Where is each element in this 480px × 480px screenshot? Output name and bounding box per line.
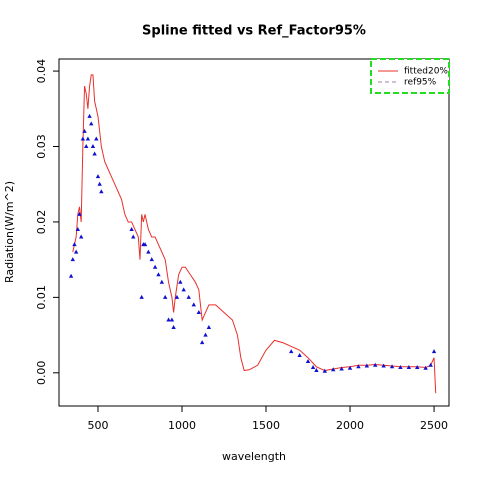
chart-title: Spline fitted vs Ref_Factor95% <box>142 24 366 39</box>
ref-point <box>97 181 102 186</box>
ref-point <box>406 365 412 370</box>
ref-point <box>77 211 82 216</box>
ref-point <box>364 363 370 368</box>
ref-point <box>310 365 316 370</box>
ref-point <box>331 367 336 372</box>
ref-point <box>90 144 96 149</box>
ref-point <box>181 287 186 292</box>
ref-point <box>129 226 134 231</box>
ref-point <box>152 264 158 269</box>
ref-point <box>398 365 403 370</box>
ref-point <box>78 234 84 239</box>
x-tick-label: 2000 <box>336 419 364 432</box>
ref-point <box>196 309 202 314</box>
legend-label: fitted20% <box>404 67 448 77</box>
ref-point <box>431 349 437 354</box>
x-tick-label: 1500 <box>252 419 280 432</box>
ref-point <box>156 272 161 277</box>
ref-point <box>347 365 353 370</box>
legend-box <box>370 58 450 94</box>
ref-point <box>84 144 89 149</box>
ref-point <box>289 349 294 354</box>
ref-point <box>428 362 433 367</box>
y-tick-label: 0.04 <box>35 59 48 84</box>
ref-point <box>381 363 386 368</box>
ref-point <box>423 365 428 370</box>
ref-point <box>95 174 101 179</box>
ref-point <box>178 279 183 284</box>
x-tick-label: 2500 <box>420 419 448 432</box>
ref-point <box>82 128 87 133</box>
y-tick-label: 0.02 <box>35 210 48 235</box>
ref-point <box>72 242 77 247</box>
ref-point <box>297 352 302 357</box>
ref-point <box>89 121 94 126</box>
ref-point <box>203 332 208 337</box>
ref-point <box>146 249 151 254</box>
ref-point <box>85 136 91 141</box>
y-tick-label: 0.03 <box>35 134 48 159</box>
ref-point <box>322 368 328 373</box>
x-axis-label: wavelength <box>222 450 286 463</box>
ref-point <box>159 279 165 284</box>
ref-point <box>415 365 420 370</box>
ref-point <box>80 136 86 141</box>
ref-point <box>191 302 196 307</box>
ref-point <box>142 242 148 247</box>
ref-point <box>373 362 378 367</box>
ref-point <box>169 317 175 322</box>
ref-point <box>339 366 344 371</box>
ref-point <box>162 294 168 299</box>
y-axis-label: Radiation(W/m^2) <box>3 181 16 283</box>
y-tick-label: 0.00 <box>35 361 48 386</box>
ref-point <box>99 189 104 194</box>
y-tick-label: 0.01 <box>35 285 48 310</box>
ref-point <box>94 136 99 141</box>
ref-point <box>149 257 154 262</box>
ref-point <box>314 368 319 373</box>
ref-point <box>139 294 144 299</box>
ref-point <box>68 273 74 278</box>
ref-point <box>92 151 97 156</box>
x-tick-label: 500 <box>87 419 108 432</box>
ref-point <box>70 257 75 262</box>
ref-point <box>206 325 212 330</box>
x-tick-label: 1000 <box>168 419 196 432</box>
ref-point <box>75 226 81 231</box>
plot-frame <box>58 58 450 407</box>
ref-point <box>356 364 361 369</box>
ref-point <box>389 364 395 369</box>
ref-point <box>131 234 136 239</box>
ref-point <box>73 249 79 254</box>
ref-point <box>166 317 171 322</box>
ref-point <box>171 325 176 330</box>
ref-point <box>186 294 191 299</box>
ref-point <box>305 358 311 363</box>
fitted-line <box>72 74 437 394</box>
ref-point <box>199 340 205 345</box>
ref-point <box>174 294 180 299</box>
legend-label: ref95% <box>404 78 437 88</box>
ref-point <box>87 113 92 118</box>
